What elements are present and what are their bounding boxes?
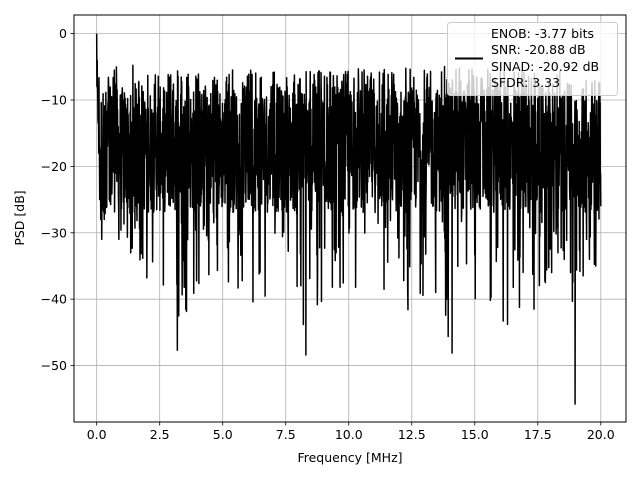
legend-box [447,22,618,96]
x-axis-label: Frequency [MHz] [297,450,402,465]
legend-entry-sfdr: SFDR: 3.33 [491,75,560,90]
y-tick-label: 0 [59,26,67,41]
y-tick-label: −20 [41,159,67,174]
x-tick-label: 15.0 [461,427,489,442]
legend-entry-enob: ENOB: -3.77 bits [491,26,594,41]
data-layer [95,33,602,405]
x-tick-label: 17.5 [524,427,552,442]
y-tick-label: −50 [41,358,67,373]
x-tick-label: 0.0 [87,427,107,442]
x-axis-ticks: 0.0 2.5 5.0 7.5 10.0 12.5 15.0 17.5 20.0 [87,422,615,442]
x-tick-label: 2.5 [150,427,170,442]
legend-entry-sinad: SINAD: -20.92 dB [491,59,599,74]
y-axis-label: PSD [dB] [12,190,27,245]
y-axis-ticks: 0 −10 −20 −30 −40 −50 [41,26,74,373]
x-tick-label: 20.0 [587,427,615,442]
x-tick-label: 12.5 [398,427,426,442]
plot-frame [73,14,627,423]
y-tick-label: −30 [41,225,67,240]
legend: ENOB: -3.77 bits SNR: -20.88 dB SINAD: -… [447,22,618,96]
x-tick-label: 7.5 [276,427,296,442]
x-tick-label: 5.0 [213,427,233,442]
x-tick-label: 10.0 [335,427,363,442]
y-tick-label: −40 [41,292,67,307]
psd-series-line [95,33,602,405]
y-tick-label: −10 [41,92,67,107]
legend-entry-snr: SNR: -20.88 dB [491,42,586,57]
